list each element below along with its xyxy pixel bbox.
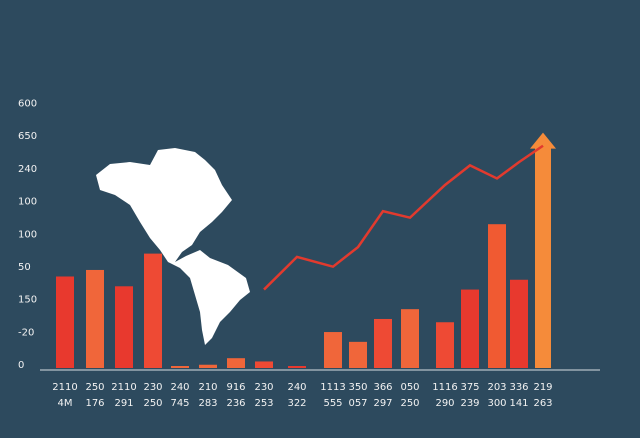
y-tick-label: 240 xyxy=(18,164,37,175)
bar xyxy=(288,366,306,368)
x-tick-label: 253 xyxy=(254,398,273,409)
bar xyxy=(461,289,479,368)
x-tick-label: 236 xyxy=(226,398,245,409)
bar xyxy=(144,253,162,368)
arrow-head xyxy=(530,132,556,149)
x-tick-label: 366 xyxy=(373,382,392,393)
y-tick-label: 150 xyxy=(18,295,37,306)
bar xyxy=(227,358,245,368)
x-tick-label: 230 xyxy=(143,382,162,393)
bar xyxy=(171,366,189,368)
line xyxy=(263,144,544,291)
x-tick-label: 290 xyxy=(435,398,454,409)
x-tick-label: 219 xyxy=(533,382,552,393)
x-tick-label: 141 xyxy=(509,398,528,409)
bar xyxy=(488,224,506,368)
x-tick-label: 1116 xyxy=(432,382,457,393)
bar xyxy=(255,361,273,368)
bar xyxy=(56,276,74,368)
bar xyxy=(436,322,454,368)
bar xyxy=(374,318,392,368)
bar xyxy=(115,286,133,368)
x-tick-label: 230 xyxy=(254,382,273,393)
bar xyxy=(401,309,419,368)
bar xyxy=(535,146,551,368)
x-tick-label: 057 xyxy=(348,398,367,409)
y-tick-label: 650 xyxy=(18,131,37,142)
y-tick-label: 0 xyxy=(18,360,24,371)
x-tick-label: 297 xyxy=(373,398,392,409)
x-tick-label: 176 xyxy=(85,398,104,409)
x-tick-label: 322 xyxy=(287,398,306,409)
americas-map xyxy=(96,148,250,345)
x-tick-label: 050 xyxy=(400,382,419,393)
y-tick-label: 50 xyxy=(18,262,31,273)
x-tick-label: 250 xyxy=(400,398,419,409)
x-tick-label: 203 xyxy=(487,382,506,393)
x-tick-label: 210 xyxy=(198,382,217,393)
y-tick-label: 100 xyxy=(18,229,37,240)
x-tick-label: 555 xyxy=(323,398,342,409)
x-tick-label: 1113 xyxy=(320,382,345,393)
x-tick-label: 916 xyxy=(226,382,245,393)
x-tick-label: 4M xyxy=(58,398,73,409)
x-tick-label: 239 xyxy=(460,398,479,409)
x-tick-label: 250 xyxy=(85,382,104,393)
bar xyxy=(324,332,342,368)
bar xyxy=(510,279,528,368)
x-tick-label: 336 xyxy=(509,382,528,393)
x-tick-label: 2110 xyxy=(52,382,77,393)
x-tick-label: 250 xyxy=(143,398,162,409)
x-tick-label: 291 xyxy=(114,398,133,409)
x-tick-label: 375 xyxy=(460,382,479,393)
x-tick-label: 240 xyxy=(287,382,306,393)
x-tick-label: 2110 xyxy=(111,382,136,393)
x-tick-label: 300 xyxy=(487,398,506,409)
bar xyxy=(86,269,104,368)
x-tick-label: 263 xyxy=(533,398,552,409)
bar xyxy=(199,364,217,368)
y-tick-label: 600 xyxy=(18,99,37,110)
y-tick-label: 100 xyxy=(18,197,37,208)
y-tick-label: -20 xyxy=(18,327,34,338)
x-tick-label: 240 xyxy=(170,382,189,393)
x-tick-label: 745 xyxy=(170,398,189,409)
x-tick-label: 350 xyxy=(348,382,367,393)
bar xyxy=(349,341,367,368)
x-tick-label: 283 xyxy=(198,398,217,409)
